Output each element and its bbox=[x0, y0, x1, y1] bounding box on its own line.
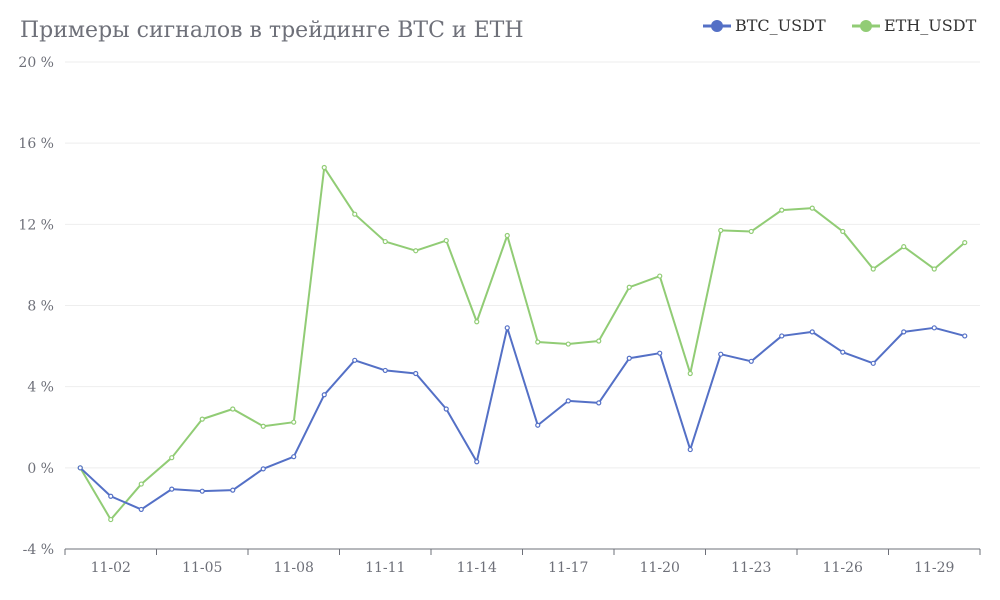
legend-btc-swatch bbox=[703, 19, 731, 32]
data-point-btc-usdt[interactable] bbox=[779, 333, 785, 339]
data-point-eth-usdt[interactable] bbox=[260, 423, 266, 429]
data-point-btc-usdt[interactable] bbox=[321, 392, 327, 398]
data-point-eth-usdt[interactable] bbox=[840, 228, 846, 235]
data-point-btc-usdt[interactable] bbox=[352, 357, 358, 363]
legend-eth-label: ETH_USDT bbox=[884, 16, 977, 35]
data-point-btc-usdt[interactable] bbox=[840, 349, 846, 355]
data-point-btc-usdt[interactable] bbox=[565, 398, 571, 404]
data-point-btc-usdt[interactable] bbox=[504, 325, 510, 331]
data-point-eth-usdt[interactable] bbox=[870, 266, 876, 272]
data-point-btc-usdt[interactable] bbox=[718, 351, 724, 357]
data-point-eth-usdt[interactable] bbox=[687, 370, 693, 377]
data-point-btc-usdt[interactable] bbox=[199, 488, 205, 494]
data-point-eth-usdt[interactable] bbox=[504, 232, 510, 239]
data-point-eth-usdt[interactable] bbox=[535, 339, 541, 345]
legend-eth-swatch bbox=[852, 19, 880, 32]
data-point-eth-usdt[interactable] bbox=[718, 227, 724, 234]
data-point-eth-usdt[interactable] bbox=[321, 164, 327, 171]
x-tick-label: 11-17 bbox=[548, 560, 588, 576]
series-line-eth-usdt bbox=[79, 166, 966, 521]
data-point-eth-usdt[interactable] bbox=[138, 481, 144, 487]
data-point-eth-usdt[interactable] bbox=[199, 416, 205, 422]
data-point-eth-usdt[interactable] bbox=[382, 238, 388, 245]
y-tick-label: 0 % bbox=[27, 461, 54, 477]
y-tick-label: 8 % bbox=[27, 299, 54, 315]
data-point-eth-usdt[interactable] bbox=[962, 239, 968, 246]
x-tick-label: 11-26 bbox=[823, 560, 863, 576]
data-point-btc-usdt[interactable] bbox=[138, 506, 144, 513]
data-point-btc-usdt[interactable] bbox=[901, 329, 907, 335]
data-point-eth-usdt[interactable] bbox=[931, 266, 937, 272]
series-line-btc-usdt bbox=[79, 326, 966, 511]
data-point-btc-usdt[interactable] bbox=[413, 370, 419, 377]
data-point-btc-usdt[interactable] bbox=[687, 446, 693, 453]
legend-item-eth[interactable]: ETH_USDT bbox=[852, 16, 976, 35]
x-tick-label: 11-14 bbox=[457, 560, 497, 576]
data-point-btc-usdt[interactable] bbox=[535, 422, 541, 428]
data-point-eth-usdt[interactable] bbox=[748, 228, 754, 235]
data-point-btc-usdt[interactable] bbox=[809, 329, 815, 335]
data-point-btc-usdt[interactable] bbox=[657, 350, 663, 356]
data-point-btc-usdt[interactable] bbox=[626, 355, 632, 361]
data-point-eth-usdt[interactable] bbox=[809, 205, 815, 211]
data-point-btc-usdt[interactable] bbox=[260, 466, 266, 472]
data-point-eth-usdt[interactable] bbox=[443, 237, 449, 244]
data-point-btc-usdt[interactable] bbox=[870, 360, 876, 366]
data-point-eth-usdt[interactable] bbox=[565, 341, 571, 347]
chart-title: Примеры сигналов в трейдинге BTC и ETH bbox=[20, 18, 524, 43]
data-point-btc-usdt[interactable] bbox=[108, 493, 114, 499]
data-point-eth-usdt[interactable] bbox=[108, 516, 114, 523]
data-point-eth-usdt[interactable] bbox=[596, 338, 602, 344]
data-point-btc-usdt[interactable] bbox=[962, 333, 968, 339]
y-tick-label: 12 % bbox=[18, 217, 54, 233]
x-tick-label: 11-29 bbox=[914, 560, 954, 576]
y-tick-label: 20 % bbox=[18, 55, 54, 71]
y-tick-label: 16 % bbox=[18, 136, 54, 152]
x-tick-label: 11-05 bbox=[182, 560, 222, 576]
legend-btc-label: BTC_USDT bbox=[735, 16, 826, 35]
data-point-btc-usdt[interactable] bbox=[931, 325, 937, 331]
legend-item-btc[interactable]: BTC_USDT bbox=[703, 16, 826, 35]
x-tick-label: 11-11 bbox=[365, 560, 405, 576]
x-tick-label: 11-02 bbox=[91, 560, 131, 576]
data-point-btc-usdt[interactable] bbox=[291, 454, 297, 460]
data-point-btc-usdt[interactable] bbox=[382, 367, 388, 374]
data-point-eth-usdt[interactable] bbox=[657, 273, 663, 279]
x-tick-label: 11-08 bbox=[274, 560, 314, 576]
data-point-eth-usdt[interactable] bbox=[474, 319, 480, 325]
x-tick-label: 11-23 bbox=[731, 560, 771, 576]
data-point-btc-usdt[interactable] bbox=[230, 487, 236, 493]
data-point-btc-usdt[interactable] bbox=[474, 459, 480, 465]
data-point-btc-usdt[interactable] bbox=[443, 406, 449, 412]
data-point-btc-usdt[interactable] bbox=[169, 486, 175, 492]
y-tick-label: -4 % bbox=[23, 542, 54, 558]
data-point-eth-usdt[interactable] bbox=[413, 248, 419, 254]
data-point-btc-usdt[interactable] bbox=[596, 400, 602, 406]
data-point-eth-usdt[interactable] bbox=[169, 455, 175, 461]
data-point-btc-usdt[interactable] bbox=[77, 465, 83, 471]
data-point-eth-usdt[interactable] bbox=[626, 284, 632, 290]
data-point-btc-usdt[interactable] bbox=[748, 358, 754, 364]
data-point-eth-usdt[interactable] bbox=[352, 211, 358, 217]
data-point-eth-usdt[interactable] bbox=[901, 244, 907, 250]
data-point-eth-usdt[interactable] bbox=[779, 207, 785, 213]
x-tick-label: 11-20 bbox=[640, 560, 680, 576]
y-tick-label: 4 % bbox=[27, 380, 54, 396]
data-point-eth-usdt[interactable] bbox=[230, 406, 236, 412]
data-point-eth-usdt[interactable] bbox=[291, 419, 297, 425]
